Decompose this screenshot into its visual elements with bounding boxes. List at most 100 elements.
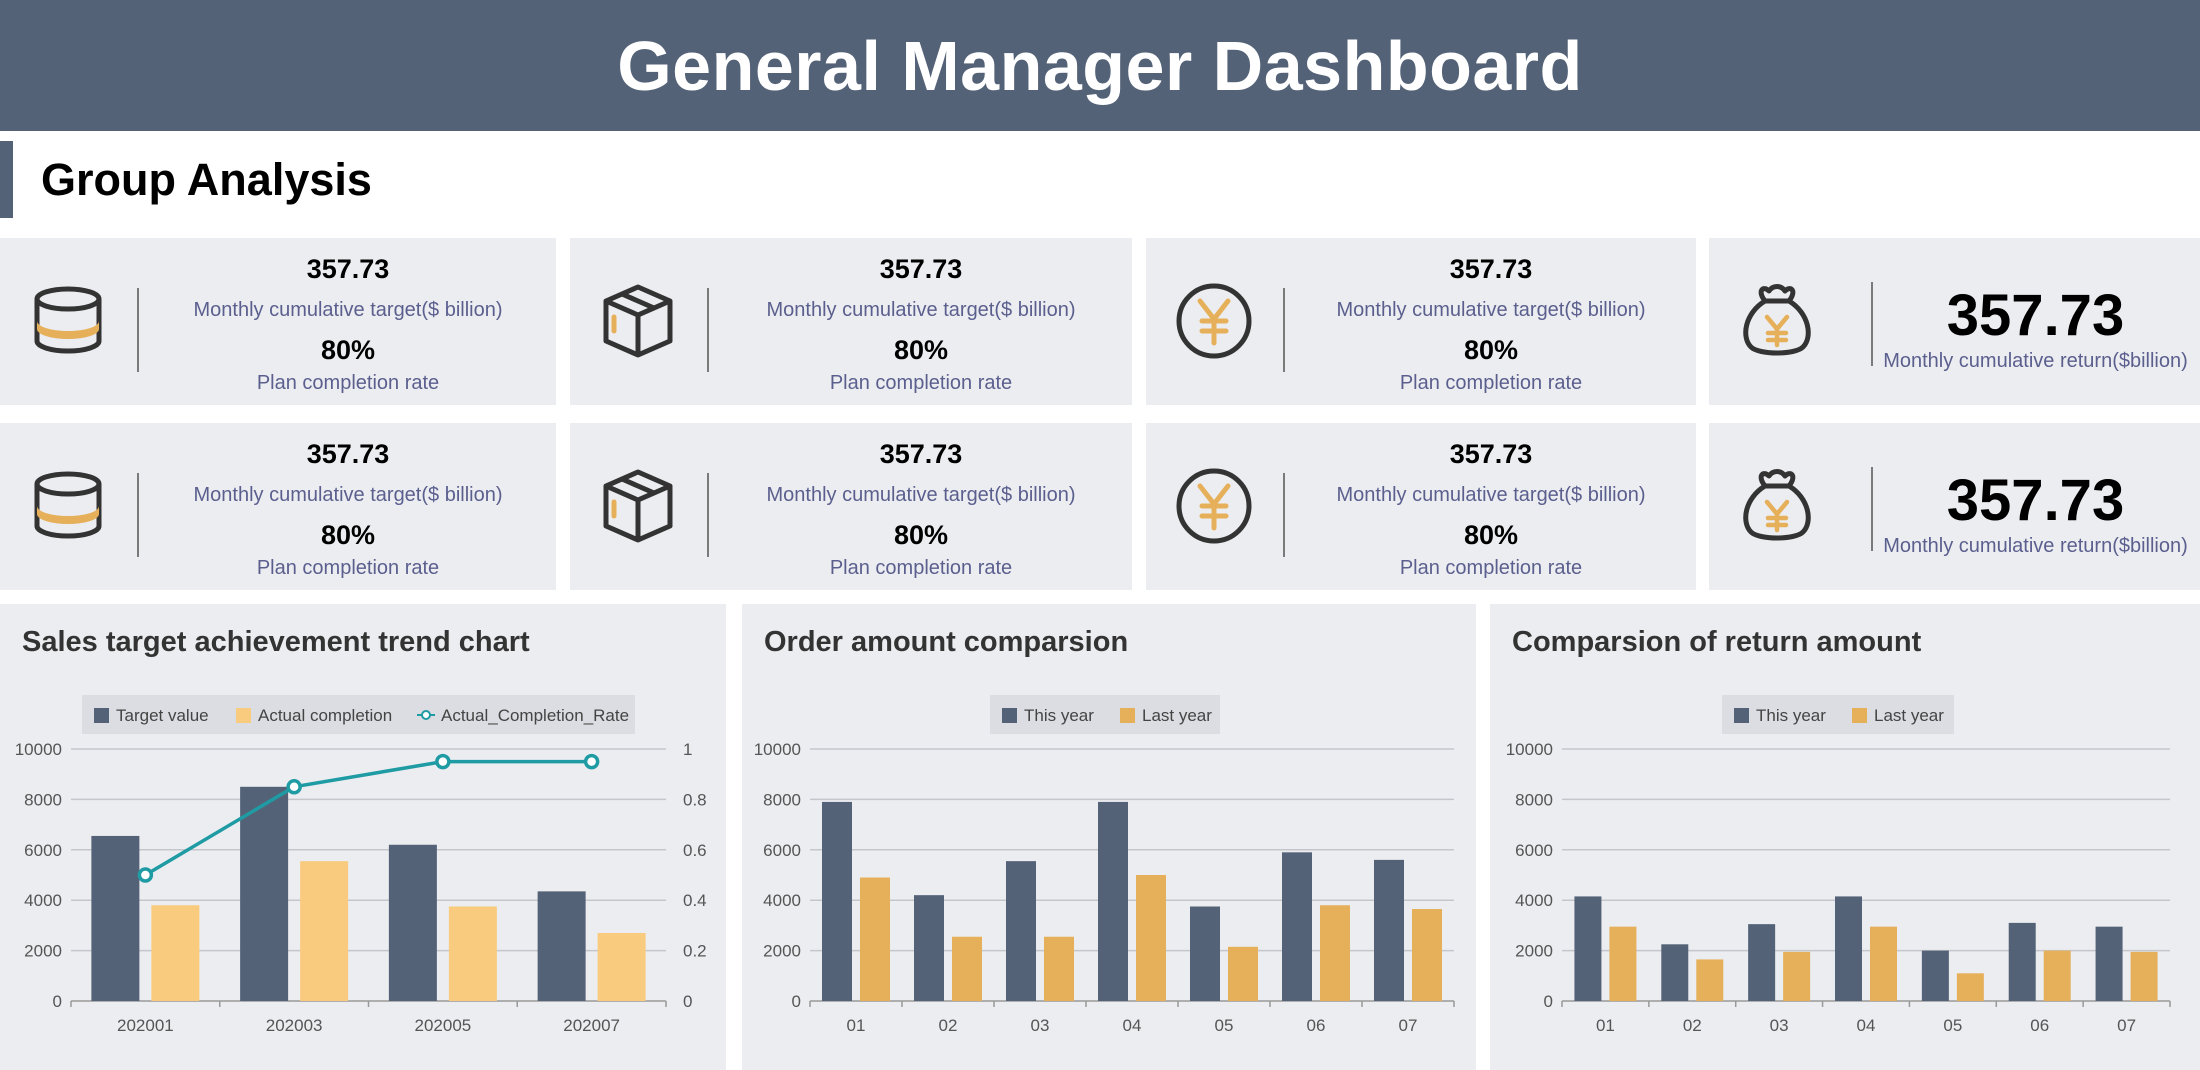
- rate-point: [137, 867, 154, 883]
- kpi-value: 357.73: [1946, 283, 2125, 348]
- kpi-card: 357.73 Monthly cumulative target($ billi…: [1146, 238, 1696, 405]
- kpi-rate-label: Plan completion rate: [829, 557, 1013, 579]
- y-tick-label: 0: [1544, 992, 1553, 1011]
- x-tick-label: 202003: [266, 1016, 323, 1035]
- x-tick-label: 03: [1770, 1016, 1789, 1035]
- bar: [1320, 905, 1350, 1001]
- sales-trend-chart: 0 2000 4000 6000 8000 10000 0 0.2 0.4 0.6 0.8 1 2020…: [15, 695, 707, 1035]
- bar: [1374, 859, 1404, 1001]
- kpi-rate: 80%: [893, 520, 949, 550]
- kpi-rate-label: Plan completion rate: [256, 372, 440, 394]
- y-tick-label: 6000: [1515, 841, 1553, 860]
- bar: [448, 906, 497, 1001]
- kpi-label: Monthly cumulative return($billion): [1883, 350, 2188, 372]
- rate-point: [435, 753, 451, 770]
- kpi-label: Monthly cumulative target($ billion): [1336, 299, 1646, 321]
- kpi-card: 357.73 Monthly cumulative return($billio…: [1709, 423, 2200, 590]
- box-icon: [598, 281, 678, 361]
- bar: [2095, 926, 2123, 1001]
- bar: [1956, 973, 1984, 1001]
- x-tick-label: 07: [1399, 1016, 1418, 1035]
- card-divider: [137, 473, 139, 557]
- rate-point: [583, 753, 600, 770]
- bar: [388, 844, 437, 1001]
- y-tick-label: 10000: [1506, 740, 1553, 759]
- bar: [914, 895, 944, 1001]
- bar: [2043, 950, 2071, 1001]
- bar: [1783, 951, 1811, 1001]
- bar: [2130, 951, 2158, 1001]
- rate-line: [144, 759, 592, 877]
- bar: [860, 877, 890, 1001]
- y-tick-label: 4000: [24, 891, 62, 910]
- order-amount-chart: 0 2000 4000 6000 8000 10000 01 02 03 04 05 06 07 This…: [754, 695, 1455, 1035]
- y-tick-label: 6000: [763, 841, 801, 860]
- kpi-rate: 80%: [320, 520, 376, 550]
- bar: [1412, 909, 1442, 1001]
- x-tick-label: 01: [1596, 1016, 1615, 1035]
- x-tick-label: 06: [2030, 1016, 2049, 1035]
- kpi-card: 357.73 Monthly cumulative target($ billi…: [1146, 423, 1696, 590]
- sales-trend-title: Sales target achievement trend chart: [22, 626, 530, 658]
- kpi-card: 357.73 Monthly cumulative target($ billi…: [0, 423, 556, 590]
- card-divider: [707, 473, 709, 557]
- y-tick-label: 8000: [1515, 790, 1553, 809]
- kpi-value: 357.73: [1946, 468, 2125, 533]
- x-tick-label: 02: [1683, 1016, 1702, 1035]
- legend-box: [82, 695, 635, 734]
- x-tick-label: 05: [1215, 1016, 1234, 1035]
- page-title: General Manager Dashboard: [617, 26, 1583, 105]
- card-divider: [1871, 467, 1873, 551]
- kpi-value: 357.73: [1449, 439, 1533, 469]
- y-tick-label: 8000: [763, 790, 801, 809]
- box-icon: [598, 466, 678, 546]
- legend-swatch: [1120, 708, 1135, 723]
- y-tick-label: 8000: [24, 790, 62, 809]
- sales-trend-panel: 0 2000 4000 6000 8000 10000 0 0.2 0.4 0.6 0.8 1 2020…: [0, 604, 726, 1070]
- y-tick-label: 4000: [1515, 891, 1553, 910]
- bar: [1098, 801, 1128, 1001]
- legend-box: [990, 695, 1220, 734]
- legend-label: This year: [1024, 706, 1094, 725]
- bar: [91, 835, 140, 1001]
- kpi-label: Monthly cumulative return($billion): [1883, 535, 2188, 557]
- order-amount-title: Order amount comparsion: [764, 626, 1129, 658]
- yen-coin-icon: [1174, 281, 1254, 361]
- bar: [1006, 861, 1036, 1001]
- x-tick-label: 202001: [117, 1016, 174, 1035]
- database-icon: [28, 281, 108, 361]
- bar: [1190, 906, 1220, 1001]
- legend-swatch: [1852, 708, 1867, 723]
- bar: [1661, 944, 1689, 1001]
- legend-label: Last year: [1874, 706, 1944, 725]
- y-tick-label: 0: [792, 992, 801, 1011]
- bar: [240, 786, 289, 1001]
- bar: [597, 932, 646, 1001]
- kpi-label: Monthly cumulative target($ billion): [1336, 484, 1646, 506]
- bar: [300, 861, 349, 1001]
- bar: [1574, 896, 1602, 1001]
- kpi-label: Monthly cumulative target($ billion): [766, 484, 1076, 506]
- card-divider: [707, 288, 709, 372]
- kpi-card: 357.73 Monthly cumulative target($ billi…: [570, 423, 1132, 590]
- y-tick-label: 4000: [763, 891, 801, 910]
- y2-tick-label: 0: [683, 992, 692, 1011]
- x-tick-label: 04: [1123, 1016, 1142, 1035]
- y-tick-label: 2000: [24, 942, 62, 961]
- bar: [1748, 924, 1776, 1001]
- y2-tick-label: 1: [683, 740, 692, 759]
- x-tick-label: 202007: [563, 1016, 620, 1035]
- y-tick-label: 10000: [754, 740, 801, 759]
- return-amount-title: Comparsion of return amount: [1512, 626, 1922, 658]
- y-tick-label: 2000: [763, 942, 801, 961]
- legend-line-swatch: [421, 710, 431, 720]
- y-tick-label: 6000: [24, 841, 62, 860]
- bar: [1228, 946, 1258, 1001]
- section-title: Group Analysis: [41, 153, 372, 205]
- y2-tick-label: 0.6: [683, 841, 707, 860]
- bar: [822, 801, 852, 1001]
- bar: [952, 936, 982, 1001]
- bar: [1282, 852, 1312, 1001]
- kpi-rate-label: Plan completion rate: [1399, 557, 1583, 579]
- x-tick-label: 03: [1031, 1016, 1050, 1035]
